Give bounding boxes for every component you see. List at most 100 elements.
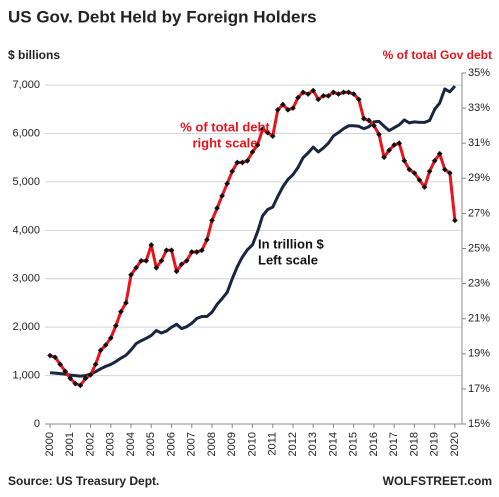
point-marker [102,342,109,348]
point-marker [264,129,271,136]
point-marker [224,180,231,187]
point-marker [330,89,337,96]
y2-tick-label: 35% [468,67,490,79]
point-marker [244,157,251,164]
point-marker [107,335,114,341]
x-tick-label: 2011 [267,432,279,456]
point-marker [355,96,362,103]
point-marker [148,242,155,248]
x-tick-label: 2015 [348,432,360,456]
point-marker [77,382,84,389]
point-marker [123,300,129,306]
point-marker [92,361,99,368]
point-marker [153,264,160,271]
y2-tick-label: 23% [468,278,490,290]
point-marker [290,105,296,111]
point-marker [350,91,357,97]
point-marker [259,126,266,132]
point-marker [421,184,428,190]
y2-tick-label: 31% [468,137,490,149]
x-tick-label: 2005 [145,432,157,456]
point-marker [67,375,74,382]
point-marker [300,89,306,96]
point-marker [441,166,448,173]
x-tick-label: 2006 [165,432,177,456]
point-marker [371,122,377,129]
annotation: % of total debt [180,119,270,134]
point-marker [72,380,79,387]
point-marker [138,257,144,264]
point-marker [416,177,423,183]
y2-tick-label: 33% [468,102,490,114]
y-tick-label: 6,000 [12,127,40,139]
y2-tick-label: 29% [468,172,490,184]
y-tick-label: 4,000 [12,224,40,236]
point-marker [285,107,291,113]
point-marker [310,87,317,94]
y2-tick-label: 27% [468,207,490,219]
point-marker [447,170,453,176]
point-marker [335,91,342,97]
point-marker [209,217,215,224]
annotation: Left scale [258,252,318,267]
point-marker [133,264,139,271]
point-marker [436,150,443,157]
y2-tick-label: 25% [468,242,490,254]
point-marker [320,92,327,99]
annotation: In trillion $ [258,236,324,251]
y2-tick-label: 19% [468,348,490,360]
point-marker [396,140,403,147]
x-tick-label: 2018 [408,432,420,456]
point-marker [87,372,94,378]
x-tick-label: 2020 [449,432,461,456]
x-tick-label: 2003 [105,432,117,456]
point-marker [143,257,150,264]
point-marker [199,247,205,254]
y-tick-label: 0 [34,418,40,430]
point-marker [219,193,225,199]
point-marker [452,217,458,224]
point-marker [381,154,387,161]
point-marker [193,249,200,255]
point-marker [426,168,433,175]
point-marker [345,89,352,96]
point-marker [214,205,220,211]
point-marker [315,96,322,103]
y-axis-label: $ billions [8,48,60,62]
brand: WOLFSTREET.com [383,474,492,488]
series-line [49,85,457,378]
point-marker [366,117,372,124]
point-marker [295,94,301,101]
point-marker [178,261,185,268]
y-tick-label: 2,000 [12,321,40,333]
point-marker [411,170,418,176]
x-tick-label: 2016 [368,432,380,456]
point-marker [158,257,165,264]
chart-title: US Gov. Debt Held by Foreign Holders [8,7,317,26]
point-marker [128,271,134,278]
point-marker [118,308,124,315]
y2-axis-label: % of total Gov debt [383,48,492,62]
point-marker [280,101,286,108]
point-marker [229,168,236,175]
point-marker [249,149,256,155]
point-marker [274,107,281,113]
point-marker [188,249,195,255]
point-marker [113,322,119,329]
point-marker [431,157,438,164]
point-marker [62,368,69,375]
x-tick-label: 2004 [125,432,137,456]
y2-tick-label: 17% [468,383,490,395]
point-marker [239,159,246,166]
point-marker [406,166,413,173]
point-marker [183,257,190,264]
point-marker [391,142,398,148]
y2-tick-label: 21% [468,313,490,325]
x-tick-label: 2013 [307,432,319,456]
point-marker [360,115,367,122]
source: Source: US Treasury Dept. [8,474,159,488]
x-tick-label: 2007 [186,432,198,456]
point-marker [82,375,89,382]
point-marker [269,133,276,140]
